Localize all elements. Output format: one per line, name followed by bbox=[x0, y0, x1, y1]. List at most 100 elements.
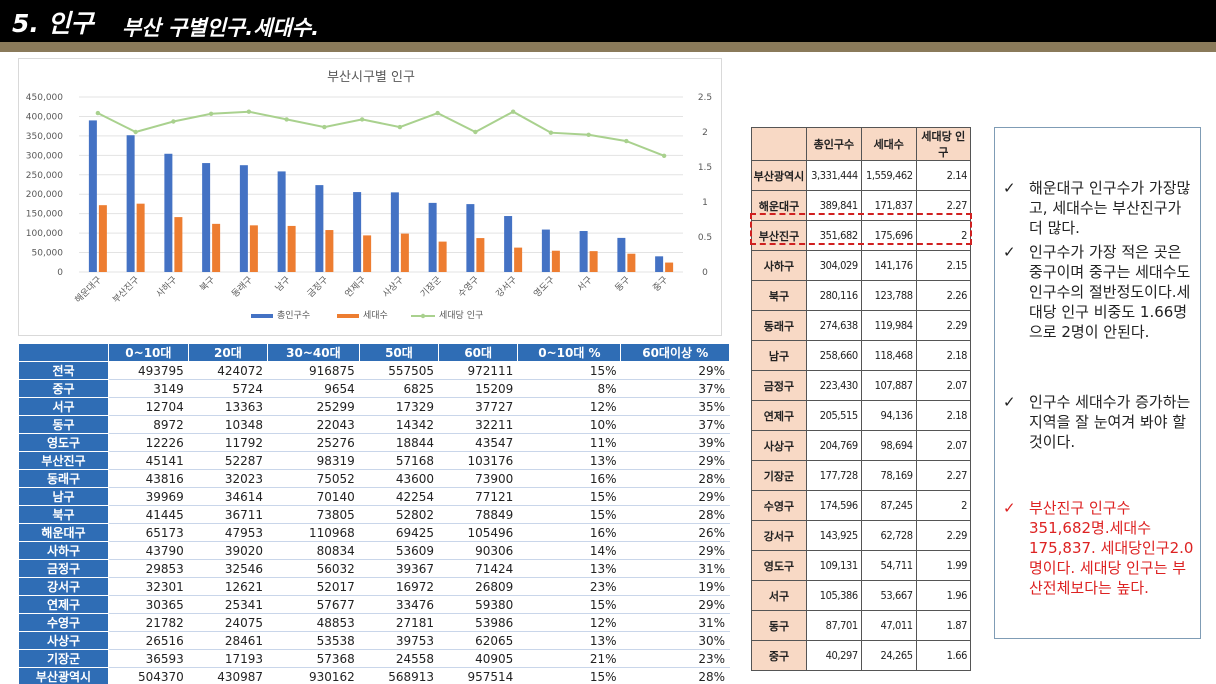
table-cell: 25276 bbox=[267, 433, 360, 452]
table-cell: 14% bbox=[517, 541, 622, 560]
table-cell: 12704 bbox=[108, 397, 189, 416]
x-tick-label: 부산진구 bbox=[111, 274, 142, 305]
x-tick-label: 동래구 bbox=[230, 274, 255, 299]
y2-tick-label: 1.5 bbox=[698, 163, 712, 173]
table-cell: 280,116 bbox=[805, 280, 862, 311]
bar-households bbox=[438, 241, 447, 272]
table-cell: 19% bbox=[620, 577, 730, 596]
table-cell: 54,711 bbox=[860, 550, 917, 581]
table-cell: 29% bbox=[620, 595, 730, 614]
table-cell: 65173 bbox=[108, 523, 189, 542]
table-row: 사하구 43790 39020 80834 53609 90306 14% 29% bbox=[18, 541, 730, 560]
age-group-table: 0~10대 20대 30~40대 50대 60대 0~10대 % 60대이상 % 전국 493… bbox=[18, 343, 730, 684]
x-tick-label: 해운대구 bbox=[73, 274, 104, 305]
row-label: 중구 bbox=[18, 379, 109, 398]
table-cell: 27181 bbox=[358, 613, 440, 632]
table-cell: 12% bbox=[517, 613, 622, 632]
pop-table-header: 총인구수 세대수 세대당 인구 bbox=[751, 127, 972, 161]
table-cell: 2.18 bbox=[915, 340, 972, 371]
table-cell: 24558 bbox=[358, 649, 440, 668]
table-cell: 43547 bbox=[438, 433, 519, 452]
table-cell: 30% bbox=[620, 631, 730, 650]
row-label: 서구 bbox=[751, 580, 807, 611]
table-row: 금정구 29853 32546 56032 39367 71424 13% 31% bbox=[18, 559, 730, 578]
y-tick-label: 200,000 bbox=[26, 190, 63, 200]
table-cell: 57168 bbox=[358, 451, 440, 470]
row-label: 영도구 bbox=[751, 550, 807, 581]
header-rule bbox=[0, 42, 1216, 52]
row-label: 서구 bbox=[18, 397, 109, 416]
table-cell: 62,728 bbox=[860, 520, 917, 551]
table-cell: 24,265 bbox=[860, 640, 917, 671]
table-cell: 23% bbox=[620, 649, 730, 668]
table-cell: 972111 bbox=[438, 361, 519, 380]
table-row: 전국 493795 424072 916875 557505 972111 15% 29% bbox=[18, 361, 730, 380]
bar-households bbox=[589, 251, 598, 272]
bar-households bbox=[325, 230, 334, 272]
table-cell: 29% bbox=[620, 451, 730, 470]
x-tick-label: 금정구 bbox=[305, 274, 330, 299]
table-cell: 304,029 bbox=[805, 250, 862, 281]
busanjin-highlight-box bbox=[750, 213, 972, 245]
table-cell: 28% bbox=[620, 505, 730, 524]
age-col-header: 20대 bbox=[187, 343, 269, 362]
y-tick-label: 100,000 bbox=[26, 229, 63, 239]
table-cell: 16% bbox=[517, 469, 622, 488]
line-point bbox=[322, 124, 327, 130]
line-point bbox=[359, 117, 365, 122]
y2-tick-label: 1 bbox=[702, 198, 708, 208]
table-cell: 52287 bbox=[187, 451, 269, 470]
population-chart: 부산시구별 인구 450,000 400,000 350,000 300,000 250,… bbox=[18, 58, 722, 336]
legend-label: 세대당 인구 bbox=[439, 310, 483, 321]
table-cell: 62065 bbox=[438, 631, 519, 650]
y-tick-label: 450,000 bbox=[26, 93, 63, 103]
row-label: 연제구 bbox=[751, 400, 807, 431]
bar-households bbox=[212, 223, 221, 272]
table-cell: 15% bbox=[517, 505, 622, 524]
x-tick-label: 서구 bbox=[575, 274, 594, 293]
age-col-header: 60대 bbox=[438, 343, 519, 362]
bar-total-pop bbox=[504, 216, 513, 272]
row-label: 동래구 bbox=[18, 469, 109, 488]
table-cell: 28% bbox=[620, 469, 730, 488]
table-cell: 2.07 bbox=[915, 370, 972, 401]
bar-total-pop bbox=[88, 120, 97, 272]
row-label: 연제구 bbox=[18, 595, 109, 614]
table-cell: 424072 bbox=[187, 361, 269, 380]
table-cell: 171,837 bbox=[860, 190, 917, 221]
chart-title: 부산시구별 인구 bbox=[327, 70, 415, 85]
table-cell: 34614 bbox=[187, 487, 269, 506]
table-cell: 107,887 bbox=[860, 370, 917, 401]
y-tick-label: 0 bbox=[57, 268, 63, 278]
age-col-header: 30~40대 bbox=[267, 343, 360, 362]
line-point bbox=[624, 138, 629, 144]
age-col-header: 50대 bbox=[358, 343, 440, 362]
table-cell: 223,430 bbox=[805, 370, 862, 401]
row-label: 북구 bbox=[18, 505, 109, 524]
table-cell: 71424 bbox=[438, 559, 519, 578]
check-icon: ✓ bbox=[1003, 243, 1016, 261]
row-label: 사하구 bbox=[751, 250, 807, 281]
table-cell: 143,925 bbox=[805, 520, 862, 551]
table-cell: 105496 bbox=[438, 523, 519, 542]
row-label: 수영구 bbox=[18, 613, 109, 632]
line-point bbox=[586, 132, 591, 137]
bar-households bbox=[136, 203, 145, 272]
table-cell: 17329 bbox=[358, 397, 440, 416]
table-row: 사상구 204,769 98,694 2.07 bbox=[751, 430, 972, 461]
table-row: 중구 40,297 24,265 1.66 bbox=[751, 640, 972, 671]
y-tick-label: 250,000 bbox=[26, 171, 63, 181]
table-cell: 29% bbox=[620, 487, 730, 506]
table-row: 금정구 223,430 107,887 2.07 bbox=[751, 370, 972, 401]
row-label: 남구 bbox=[18, 487, 109, 506]
bar-total-pop bbox=[390, 192, 399, 272]
table-cell: 90306 bbox=[438, 541, 519, 560]
table-row: 남구 39969 34614 70140 42254 77121 15% 29% bbox=[18, 487, 730, 506]
y-tick-label: 50,000 bbox=[32, 249, 64, 259]
table-cell: 22043 bbox=[267, 415, 360, 434]
table-cell: 3149 bbox=[108, 379, 189, 398]
bar-households bbox=[174, 217, 183, 272]
bar-total-pop bbox=[202, 163, 211, 272]
table-cell: 2.07 bbox=[915, 430, 972, 461]
table-cell: 48853 bbox=[267, 613, 360, 632]
